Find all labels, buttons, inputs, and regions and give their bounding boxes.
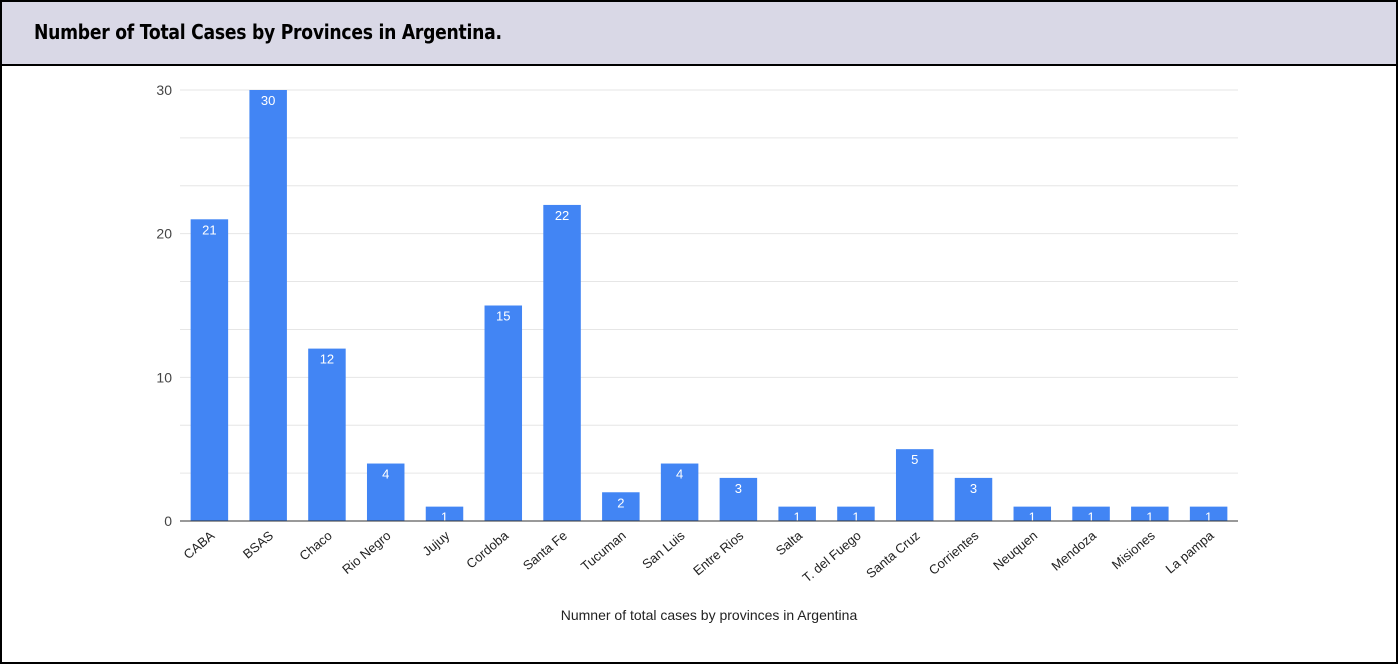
y-tick-label: 0 bbox=[164, 513, 172, 529]
data-label: 1 bbox=[1146, 510, 1153, 525]
chart-title: Number of Total Cases by Provinces in Ar… bbox=[34, 20, 502, 44]
x-tick-label: San Luis bbox=[639, 527, 688, 571]
x-tick-label: Tucuman bbox=[578, 528, 629, 574]
x-tick-label: Neuquen bbox=[990, 528, 1040, 573]
data-label: 21 bbox=[202, 222, 216, 237]
y-tick-label: 20 bbox=[156, 226, 172, 242]
x-tick-label: Corrientes bbox=[926, 527, 982, 577]
x-tick-label: Santa Fe bbox=[520, 528, 570, 573]
x-tick-label: CABA bbox=[181, 528, 218, 562]
data-label: 1 bbox=[441, 510, 448, 525]
data-label: 1 bbox=[794, 510, 801, 525]
x-tick-label: Salta bbox=[773, 527, 806, 558]
title-bar: Number of Total Cases by Provinces in Ar… bbox=[2, 2, 1396, 66]
data-label: 30 bbox=[261, 93, 275, 108]
x-tick-label: Cordoba bbox=[463, 527, 511, 571]
data-label: 2 bbox=[617, 495, 624, 510]
data-label: 15 bbox=[496, 309, 510, 324]
y-axis: 0 10 20 30 bbox=[156, 82, 172, 529]
x-tick-label: T. del Fuego bbox=[799, 528, 863, 585]
bar bbox=[485, 306, 523, 522]
bar bbox=[249, 90, 287, 521]
data-label: 3 bbox=[735, 481, 742, 496]
data-label: 22 bbox=[555, 208, 569, 223]
x-tick-label: La pampa bbox=[1163, 527, 1218, 576]
data-label: 5 bbox=[911, 452, 918, 467]
y-tick-label: 30 bbox=[156, 82, 172, 98]
data-label: 12 bbox=[320, 352, 334, 367]
data-label: 1 bbox=[1205, 510, 1212, 525]
x-axis: CABA BSAS Chaco Rio Negro Jujuy Cordoba Santa … bbox=[180, 521, 1238, 585]
x-tick-label: BSAS bbox=[240, 528, 276, 562]
data-label: 4 bbox=[382, 467, 389, 482]
bar bbox=[191, 219, 229, 521]
x-tick-label: Santa Cruz bbox=[863, 528, 922, 581]
x-axis-label: Numner of total cases by provinces in Ar… bbox=[561, 607, 858, 623]
data-label: 1 bbox=[852, 510, 859, 525]
bar bbox=[543, 205, 581, 521]
data-label: 1 bbox=[1029, 510, 1036, 525]
x-tick-label: Entre Rios bbox=[690, 527, 747, 578]
x-tick-label: Mendoza bbox=[1048, 527, 1099, 573]
x-tick-label: Misiones bbox=[1109, 527, 1158, 572]
data-label: 4 bbox=[676, 467, 683, 482]
bar bbox=[308, 349, 346, 521]
x-tick-label: Jujuy bbox=[420, 527, 453, 558]
x-tick-label: Rio Negro bbox=[339, 528, 393, 577]
data-label: 3 bbox=[970, 481, 977, 496]
x-tick-label: Chaco bbox=[296, 528, 334, 564]
data-label: 1 bbox=[1087, 510, 1094, 525]
y-tick-label: 10 bbox=[156, 369, 172, 385]
